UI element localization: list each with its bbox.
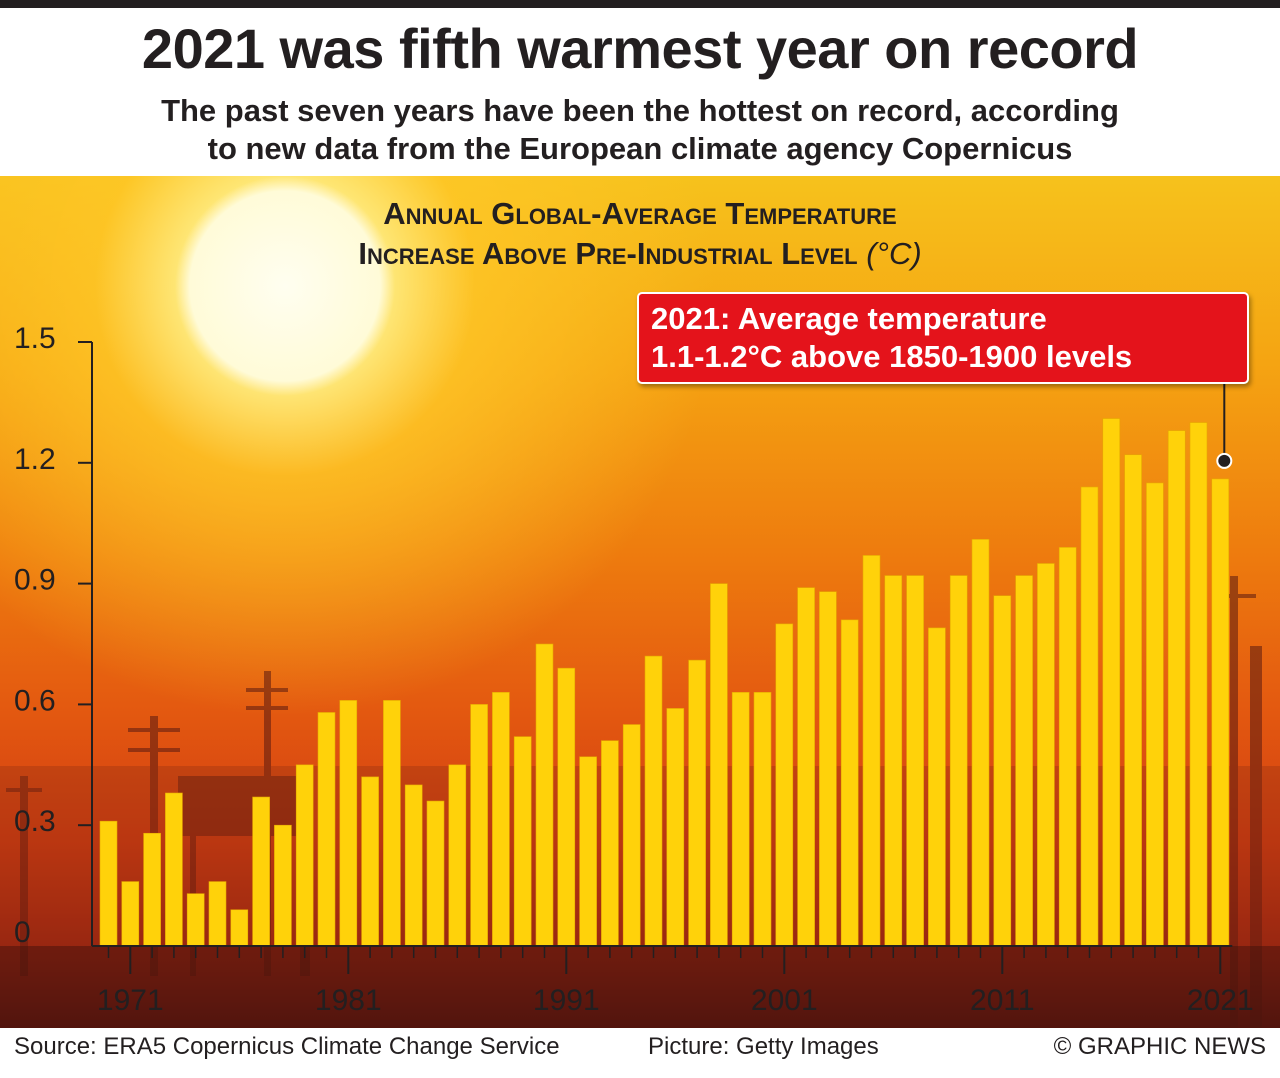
bar-2008 bbox=[928, 627, 946, 947]
bar-1981 bbox=[339, 700, 358, 947]
bar-1988 bbox=[492, 692, 510, 947]
bar-1975 bbox=[208, 881, 227, 947]
bar-1978 bbox=[274, 824, 292, 947]
y-axis: 0 0.3 0.6 0.9 1.2 1.5 bbox=[14, 322, 93, 949]
footer-picture-credit: Picture: Getty Images bbox=[648, 1033, 879, 1060]
bar-2007 bbox=[906, 575, 924, 947]
bar-1985 bbox=[426, 800, 445, 947]
bar-1991 bbox=[557, 667, 576, 947]
bar-1987 bbox=[470, 704, 488, 947]
bar-1976 bbox=[230, 909, 249, 947]
bar-2009 bbox=[949, 575, 968, 947]
bar-1983 bbox=[383, 700, 401, 947]
y-tick-label-4: 1.2 bbox=[14, 443, 56, 476]
bar-1986 bbox=[448, 764, 467, 947]
bar-1994 bbox=[622, 724, 641, 947]
chart-title-unit: (°C) bbox=[866, 236, 922, 271]
bar-1980 bbox=[317, 712, 336, 947]
headline: 2021 was fifth warmest year on record bbox=[141, 17, 1139, 80]
top-rule bbox=[0, 0, 1280, 8]
bar-2017 bbox=[1124, 454, 1142, 947]
bar-2000 bbox=[753, 692, 772, 947]
bar-2013 bbox=[1037, 563, 1055, 947]
bar-1971 bbox=[121, 881, 140, 947]
chart-title: Annual Global-Average Temperature Increa… bbox=[200, 194, 1080, 274]
bar-1995 bbox=[644, 655, 663, 947]
y-tick-label-0: 0 bbox=[14, 916, 31, 949]
bar-1973 bbox=[165, 792, 183, 947]
bar-2005 bbox=[862, 555, 881, 947]
footer-copyright: © GRAPHIC NEWS bbox=[1053, 1033, 1266, 1060]
bar-2020 bbox=[1189, 422, 1208, 947]
bar-1993 bbox=[601, 740, 619, 947]
x-tick-label-1991: 1991 bbox=[533, 984, 600, 1017]
bar-1998 bbox=[710, 583, 728, 947]
bar-2004 bbox=[840, 619, 859, 947]
ground bbox=[0, 946, 1280, 1028]
bar-1996 bbox=[666, 708, 685, 947]
bar-2006 bbox=[884, 575, 903, 947]
bar-1977 bbox=[252, 796, 270, 947]
bar-1982 bbox=[361, 776, 379, 947]
callout-line-2: 1.1-1.2°C above 1850-1900 levels bbox=[651, 339, 1133, 374]
subhead: The past seven years have been the hotte… bbox=[40, 92, 1240, 168]
bar-1990 bbox=[535, 643, 554, 947]
bar-1984 bbox=[404, 784, 423, 947]
bar-2014 bbox=[1058, 547, 1077, 947]
x-tick-label-1981: 1981 bbox=[315, 984, 382, 1017]
bar-2021 bbox=[1211, 478, 1230, 947]
chart-title-line-1: Annual Global-Average Temperature bbox=[383, 196, 897, 231]
subhead-line-2: to new data from the European climate ag… bbox=[207, 131, 1073, 166]
bar-2001 bbox=[775, 623, 794, 947]
footer bbox=[0, 1028, 1280, 1078]
x-tick-label-2021: 2021 bbox=[1187, 984, 1254, 1017]
bar-1997 bbox=[688, 659, 706, 947]
callout-line-1: 2021: Average temperature bbox=[651, 301, 1047, 336]
callout-leader-dot bbox=[1216, 452, 1233, 469]
x-tick-label-2001: 2001 bbox=[751, 984, 818, 1017]
bars bbox=[99, 418, 1230, 947]
x-tick-label-2011: 2011 bbox=[970, 984, 1035, 1017]
y-tick-label-3: 0.9 bbox=[14, 564, 56, 597]
bar-1979 bbox=[295, 764, 314, 947]
x-tick-label-1971: 1971 bbox=[97, 984, 164, 1017]
bar-1989 bbox=[513, 736, 532, 947]
y-tick-label-2: 0.6 bbox=[14, 684, 56, 717]
bar-1970 bbox=[99, 820, 118, 947]
x-axis: 1971 1981 1991 2001 2011 2021 bbox=[92, 945, 1254, 1017]
bar-1974 bbox=[186, 893, 205, 947]
bar-1972 bbox=[143, 832, 161, 947]
subhead-line-1: The past seven years have been the hotte… bbox=[161, 93, 1119, 128]
bar-2019 bbox=[1167, 430, 1186, 947]
bar-2012 bbox=[1015, 575, 1033, 947]
bar-2002 bbox=[797, 587, 815, 947]
bar-2015 bbox=[1080, 486, 1099, 947]
chart-area: 0 0.3 0.6 0.9 1.2 1.5 1971 1981 1991 2001 2011 202… bbox=[14, 322, 1254, 1017]
y-tick-label-5: 1.5 bbox=[14, 322, 56, 355]
footer-source: Source: ERA5 Copernicus Climate Change S… bbox=[14, 1033, 560, 1060]
bar-1992 bbox=[579, 756, 597, 947]
bar-2010 bbox=[971, 539, 990, 947]
callout-box: 2021: Average temperature 1.1-1.2°C abov… bbox=[637, 292, 1249, 384]
chart-title-line-2: Increase Above Pre-Industrial Level (°C) bbox=[200, 234, 1080, 274]
chart-title-line-2-text: Increase Above Pre-Industrial Level bbox=[358, 236, 858, 271]
bar-2003 bbox=[819, 591, 837, 947]
callout-leader bbox=[1216, 384, 1233, 469]
bar-2016 bbox=[1102, 418, 1121, 947]
y-tick-label-1: 0.3 bbox=[14, 805, 56, 838]
bar-1999 bbox=[731, 692, 750, 947]
bar-2011 bbox=[993, 595, 1012, 947]
bar-2018 bbox=[1146, 482, 1164, 947]
